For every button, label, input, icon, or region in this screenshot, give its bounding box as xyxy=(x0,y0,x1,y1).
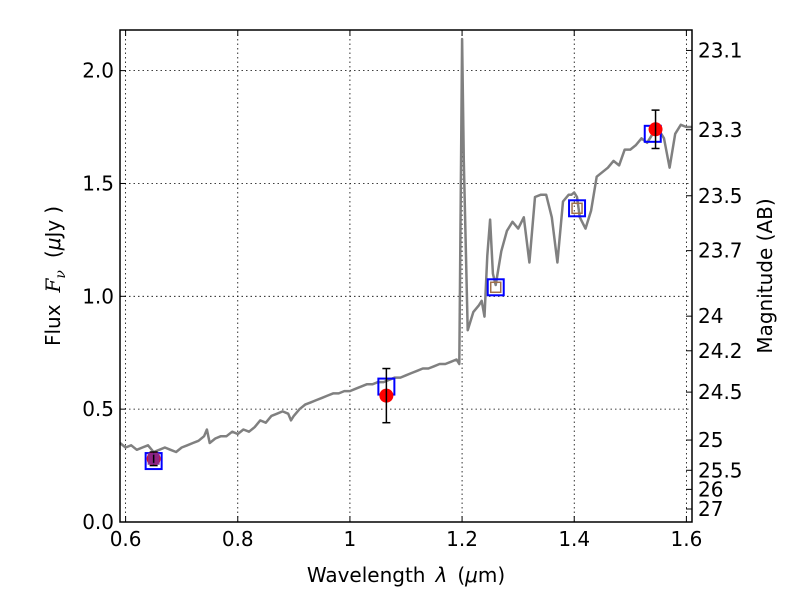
x-tick-label: 1.6 xyxy=(670,527,702,551)
y2-tick-label: 23.7 xyxy=(698,239,743,263)
axis-ticks: 0.6 0.8 1 1.2 1.4 1.6 0.0 0.5 1.0 1.5 2.0 23.1 23.3 2… xyxy=(82,30,743,551)
model-photometry-square xyxy=(486,278,505,297)
x-tick-label: 1.4 xyxy=(558,527,590,551)
y-tick-label: 1.0 xyxy=(82,284,114,308)
x-tick-label: 1.2 xyxy=(446,527,478,551)
y2-tick-label: 24.2 xyxy=(698,339,743,363)
y-tick-label: 2.0 xyxy=(82,59,114,83)
y2-tick-label: 25.5 xyxy=(698,458,743,482)
y-tick-label: 0.5 xyxy=(82,397,114,421)
y2-tick-label: 27 xyxy=(698,497,723,521)
x-tick-label: 0.8 xyxy=(222,527,254,551)
x-tick-label: 0.6 xyxy=(110,527,142,551)
y2-tick-label: 23.5 xyxy=(698,184,743,208)
y-tick-label: 0.0 xyxy=(82,510,114,534)
y2-tick-label: 24.5 xyxy=(698,380,743,404)
y2-tick-label: 24 xyxy=(698,304,723,328)
y2-axis-label: Magnitude (AB) xyxy=(753,198,777,353)
upper-limit-square xyxy=(571,202,583,215)
upper-limit-square xyxy=(489,281,502,294)
data-layer xyxy=(119,37,692,471)
x-axis-label: Wavelength λ (μm) xyxy=(307,563,505,587)
y2-tick-label: 26 xyxy=(698,477,723,501)
y2-tick-label: 23.1 xyxy=(698,38,743,62)
axes-frame xyxy=(119,29,693,523)
y-tick-label: 1.5 xyxy=(82,171,114,195)
model-photometry-square xyxy=(568,199,587,218)
x-tick-label: 1 xyxy=(344,527,357,551)
y2-tick-label: 25 xyxy=(698,428,723,452)
y2-tick-label: 23.3 xyxy=(698,118,743,142)
spectrum-line xyxy=(119,37,692,454)
y-axis-label: FluxFν(μJy) xyxy=(41,206,69,346)
